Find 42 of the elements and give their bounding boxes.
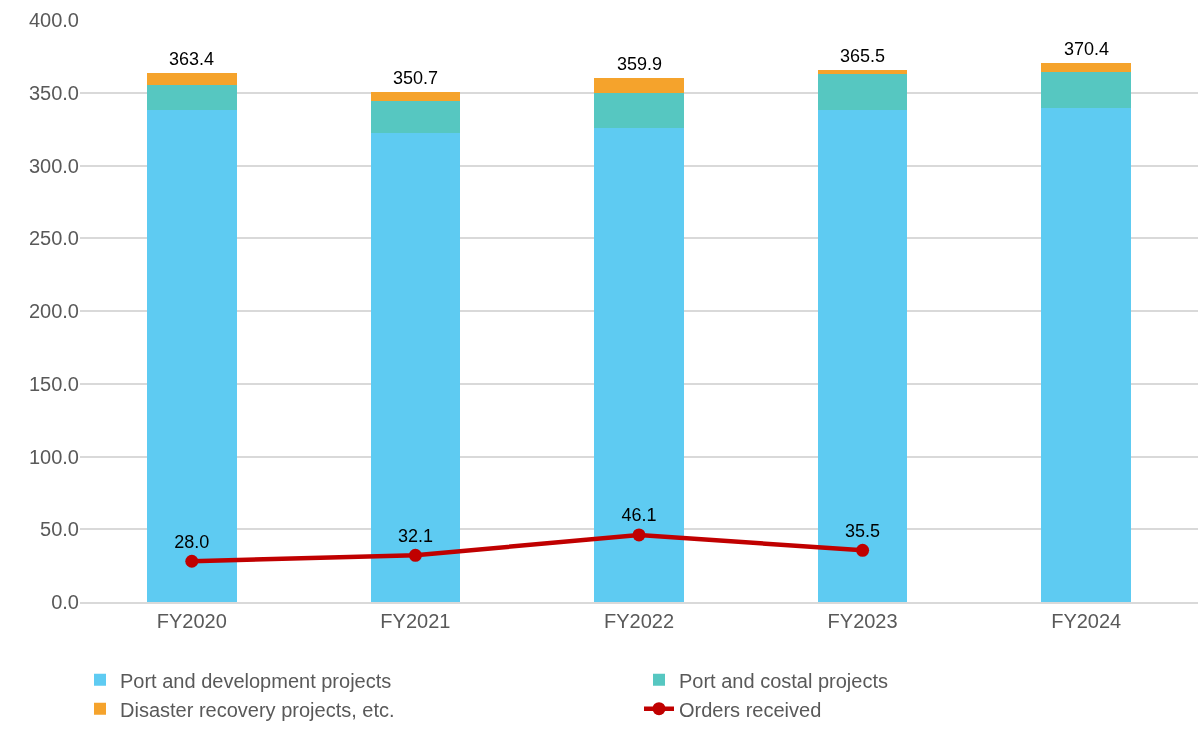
bar (147, 84, 237, 111)
x-tick-label: FY2024 (1051, 609, 1122, 632)
bar (594, 93, 684, 129)
bar (817, 70, 908, 74)
total-label: 359.9 (617, 54, 663, 74)
y-tick-label: 300.0 (28, 154, 79, 177)
bar (817, 110, 908, 602)
y-tick-label: 350.0 (28, 81, 79, 104)
y-tick-label: 0.0 (51, 591, 79, 613)
bar (147, 110, 237, 602)
y-tick-label: 150.0 (28, 372, 79, 395)
bar (147, 73, 237, 85)
legend-label: Disaster recovery projects, etc. (120, 698, 395, 721)
total-label: 365.5 (840, 46, 886, 66)
data-label: 32.1 (397, 525, 433, 546)
data-label: 46.1 (621, 505, 657, 526)
y-tick-label: 250.0 (28, 227, 79, 250)
bar (1041, 63, 1131, 73)
x-tick-label: FY2022 (603, 609, 675, 632)
x-tick-label: FY2020 (156, 609, 227, 632)
bar (594, 78, 684, 94)
total-label: 370.4 (1064, 39, 1110, 59)
total-label: 350.7 (393, 68, 439, 88)
data-label: 28.0 (174, 531, 210, 552)
legend-label: Port and development projects (120, 669, 392, 692)
data-label: 35.5 (845, 520, 881, 541)
bar (817, 73, 908, 111)
y-tick-label: 200.0 (28, 300, 79, 322)
bar (370, 101, 461, 134)
bar (370, 133, 461, 602)
bar (594, 128, 684, 602)
total-label: 363.4 (169, 49, 215, 69)
legend-label: Port and costal projects (679, 669, 888, 692)
bar (370, 91, 461, 102)
y-tick-label: 50.0 (40, 518, 79, 541)
bar (1041, 108, 1131, 602)
y-tick-label: 400.0 (28, 9, 79, 31)
y-tick-label: 100.0 (28, 445, 79, 468)
x-tick-label: FY2023 (827, 609, 898, 632)
legend-label: Orders received (679, 698, 822, 721)
bar (1041, 72, 1131, 109)
x-tick-label: FY2021 (380, 609, 451, 632)
